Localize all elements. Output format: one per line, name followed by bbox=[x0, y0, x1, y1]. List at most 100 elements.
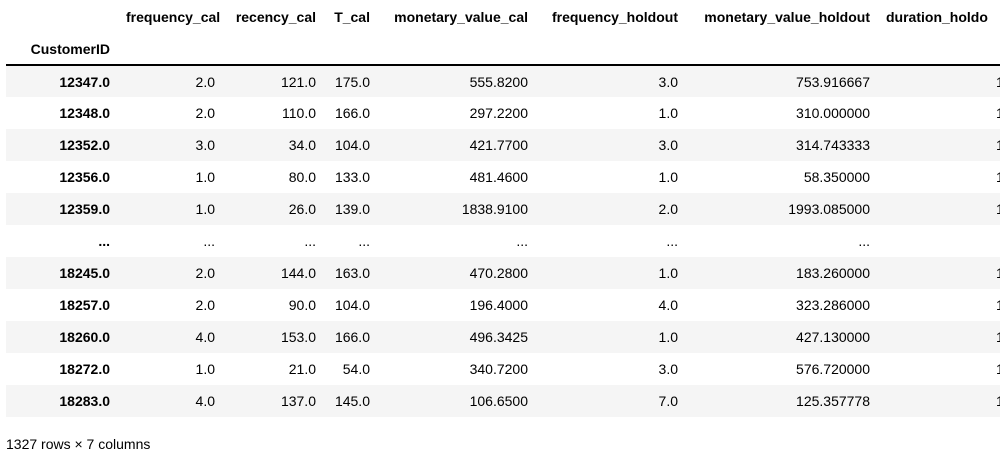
table-cell: 297.2200 bbox=[469, 105, 528, 121]
table-cell: 183 bbox=[996, 169, 1000, 185]
table-cell: ... bbox=[304, 233, 316, 249]
table-cell: 340.7200 bbox=[469, 361, 528, 377]
table-cell: 183 bbox=[996, 265, 1000, 281]
table-cell: 1.0 bbox=[658, 105, 678, 121]
table-cell: 4.0 bbox=[195, 329, 215, 345]
column-header: T_cal bbox=[334, 9, 370, 25]
table-cell: 26.0 bbox=[288, 201, 316, 217]
row-index: 18283.0 bbox=[59, 393, 110, 409]
table-cell: 314.743333 bbox=[796, 137, 870, 153]
table-cell: 1838.9100 bbox=[461, 201, 528, 217]
table-cell: ... bbox=[666, 233, 678, 249]
table-row: 12352.0 3.0 34.0 104.0 421.7700 3.0 314.743333… bbox=[6, 129, 1000, 161]
table-cell: ... bbox=[858, 233, 870, 249]
row-index: 12352.0 bbox=[59, 137, 110, 153]
column-header-row: frequency_cal recency_cal T_cal monetary_va… bbox=[6, 0, 1000, 34]
table-cell: 183 bbox=[996, 297, 1000, 313]
index-name: CustomerID bbox=[6, 34, 118, 66]
table-cell: 121.0 bbox=[280, 73, 316, 90]
table-cell: 1.0 bbox=[195, 169, 215, 185]
table-cell: 183 bbox=[996, 73, 1000, 90]
table-cell: 104.0 bbox=[334, 137, 370, 153]
table-cell: 481.4600 bbox=[469, 169, 528, 185]
table-cell: 80.0 bbox=[288, 169, 316, 185]
table-cell: 183 bbox=[996, 393, 1000, 409]
table-cell: 555.8200 bbox=[469, 73, 528, 90]
table-row: 12348.0 2.0 110.0 166.0 297.2200 1.0 310.00000… bbox=[6, 97, 1000, 129]
row-index: 12348.0 bbox=[59, 105, 110, 121]
table-cell: 1.0 bbox=[195, 201, 215, 217]
table-cell: 133.0 bbox=[334, 169, 370, 185]
column-header: frequency_holdout bbox=[551, 9, 678, 25]
index-name-row: CustomerID bbox=[6, 34, 1000, 66]
table-cell: 183 bbox=[996, 137, 1000, 153]
dataframe-output: frequency_cal recency_cal T_cal monetary_va… bbox=[6, 0, 1000, 417]
column-header: monetary_value_holdout bbox=[704, 9, 870, 25]
table-cell: 323.286000 bbox=[796, 297, 870, 313]
table-row: 12359.0 1.0 26.0 139.0 1838.9100 2.0 1993.0850… bbox=[6, 193, 1000, 225]
table-cell: 753.916667 bbox=[796, 73, 870, 90]
table-cell: 153.0 bbox=[280, 329, 316, 345]
table-cell: 4.0 bbox=[195, 393, 215, 409]
row-index: 18257.0 bbox=[59, 297, 110, 313]
table-cell: 183 bbox=[996, 361, 1000, 377]
table-cell: 166.0 bbox=[334, 105, 370, 121]
table-cell bbox=[878, 225, 1000, 257]
table-cell: 2.0 bbox=[195, 73, 215, 90]
table-row: 18272.0 1.0 21.0 54.0 340.7200 3.0 576.720000 1… bbox=[6, 353, 1000, 385]
table-cell: 576.720000 bbox=[796, 361, 870, 377]
table-cell: 110.0 bbox=[282, 105, 316, 121]
row-index: ... bbox=[98, 233, 110, 249]
table-cell: 496.3425 bbox=[469, 329, 528, 345]
table-cell: 144.0 bbox=[280, 265, 316, 281]
table-cell: 1.0 bbox=[195, 361, 215, 377]
table-cell: 183.260000 bbox=[796, 265, 870, 281]
column-header: monetary_value_cal bbox=[394, 9, 528, 25]
table-cell: ... bbox=[358, 233, 370, 249]
table-cell: 2.0 bbox=[195, 105, 215, 121]
table-cell: 163.0 bbox=[334, 265, 370, 281]
table-cell: 4.0 bbox=[658, 297, 678, 313]
table-cell: 175.0 bbox=[334, 73, 370, 90]
table-cell: 1.0 bbox=[658, 329, 678, 345]
table-cell: 1993.085000 bbox=[788, 201, 870, 217]
table-cell: 1.0 bbox=[658, 265, 678, 281]
table-cell: 58.350000 bbox=[803, 169, 870, 185]
table-cell: 145.0 bbox=[334, 393, 370, 409]
table-cell: 90.0 bbox=[288, 297, 316, 313]
row-index: 12356.0 bbox=[59, 169, 110, 185]
table-cell: 166.0 bbox=[334, 329, 370, 345]
table-cell: 54.0 bbox=[342, 361, 370, 377]
table-cell: 2.0 bbox=[195, 265, 215, 281]
column-header: recency_cal bbox=[235, 9, 316, 25]
table-cell: 1.0 bbox=[658, 169, 678, 185]
table-row: 12347.0 2.0 121.0 175.0 555.8200 3.0 753.91666… bbox=[6, 65, 1000, 97]
table-cell: 183 bbox=[996, 201, 1000, 217]
table-cell: ... bbox=[516, 233, 528, 249]
table-row: ..................... bbox=[6, 225, 1000, 257]
table-cell: 104.0 bbox=[334, 297, 370, 313]
table-row: 18245.0 2.0 144.0 163.0 470.2800 1.0 183.26000… bbox=[6, 257, 1000, 289]
table-cell: 7.0 bbox=[658, 393, 678, 409]
table-cell: 3.0 bbox=[658, 73, 678, 90]
table-cell: 2.0 bbox=[195, 297, 215, 313]
dataframe-table: frequency_cal recency_cal T_cal monetary_va… bbox=[6, 0, 1000, 417]
row-index: 18272.0 bbox=[59, 361, 110, 377]
table-cell: 2.0 bbox=[658, 201, 678, 217]
table-cell: 106.6500 bbox=[469, 393, 528, 409]
table-row: 12356.0 1.0 80.0 133.0 481.4600 1.0 58.350000 1… bbox=[6, 161, 1000, 193]
table-cell: 421.7700 bbox=[469, 137, 528, 153]
table-row: 18283.0 4.0 137.0 145.0 106.6500 7.0 125.35777… bbox=[6, 385, 1000, 417]
table-cell: 470.2800 bbox=[469, 265, 528, 281]
table-cell: 139.0 bbox=[334, 201, 370, 217]
row-index: 12359.0 bbox=[59, 201, 110, 217]
table-cell: 137.0 bbox=[280, 393, 316, 409]
table-cell: 3.0 bbox=[658, 361, 678, 377]
table-cell: 125.357778 bbox=[796, 393, 870, 409]
table-cell: ... bbox=[203, 233, 215, 249]
table-row: 18257.0 2.0 90.0 104.0 196.4000 4.0 323.286000… bbox=[6, 289, 1000, 321]
row-index: 18245.0 bbox=[59, 265, 110, 281]
table-cell: 3.0 bbox=[658, 137, 678, 153]
table-row: 18260.0 4.0 153.0 166.0 496.3425 1.0 427.13000… bbox=[6, 321, 1000, 353]
table-cell: 34.0 bbox=[288, 137, 316, 153]
